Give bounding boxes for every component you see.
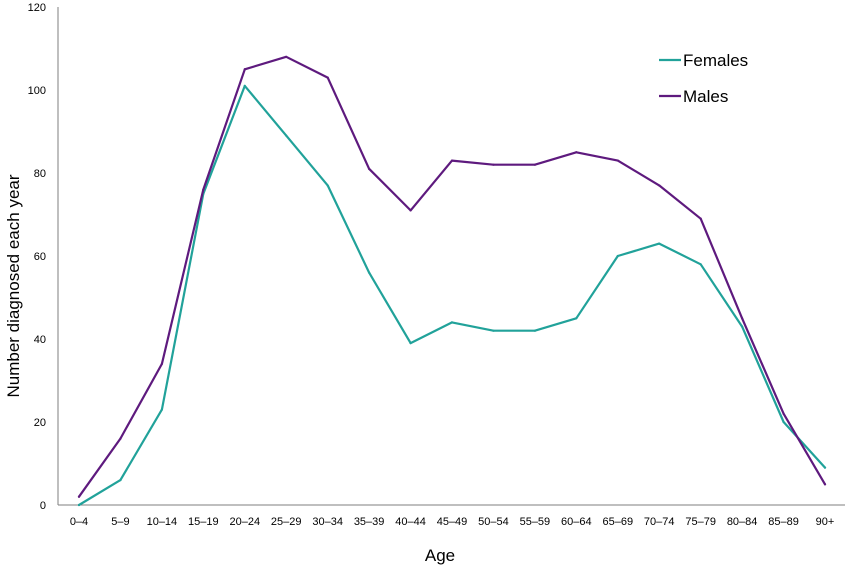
data-point-males	[823, 483, 827, 486]
data-point-males	[160, 362, 163, 365]
data-point-females	[285, 134, 288, 137]
y-tick-label: 100	[28, 85, 46, 97]
x-tick-label: 35–39	[354, 516, 385, 528]
data-point-females	[409, 342, 412, 345]
data-point-females	[77, 503, 81, 507]
data-point-males	[533, 163, 536, 166]
x-tick-label: 70–74	[644, 516, 675, 528]
legend: Females Males	[659, 51, 748, 106]
data-point-males	[616, 159, 619, 162]
data-point-females	[326, 184, 329, 187]
x-tick-label: 5–9	[111, 516, 129, 528]
data-point-males	[119, 437, 122, 440]
data-point-females	[533, 329, 536, 332]
x-tick-label: 40–44	[395, 516, 426, 528]
data-point-males	[741, 317, 744, 320]
data-point-females	[823, 466, 827, 469]
data-point-females	[368, 271, 371, 274]
x-tick-label: 45–49	[437, 516, 468, 528]
series-line-females	[77, 84, 827, 507]
x-tick-label: 10–14	[147, 516, 178, 528]
data-point-males	[368, 167, 371, 170]
data-point-females	[243, 84, 246, 87]
data-point-males	[409, 209, 412, 212]
x-axis: 0–4 5–9 10–14 15–19 20–24 25–29 30–34 35–39 40–4…	[58, 504, 845, 528]
data-point-males	[658, 184, 661, 187]
y-tick-label: 40	[34, 334, 46, 346]
data-point-males	[492, 163, 495, 166]
legend-label-males: Males	[683, 87, 728, 106]
series-lines	[77, 55, 827, 507]
data-point-males	[782, 412, 785, 415]
x-tick-label: 50–54	[478, 516, 509, 528]
data-point-males	[450, 159, 454, 162]
data-point-females	[658, 242, 661, 245]
x-axis-title: Age	[425, 546, 455, 565]
y-axis-title: Number diagnosed each year	[4, 174, 23, 397]
x-tick-label: 0–4	[70, 516, 88, 528]
y-axis: 0 20 40 60 80 100 120	[28, 2, 59, 512]
y-tick-label: 80	[34, 168, 46, 180]
x-tick-label: 15–19	[188, 516, 219, 528]
y-tick-label: 60	[34, 251, 46, 263]
x-tick-label: 20–24	[229, 516, 260, 528]
data-point-females	[699, 263, 702, 266]
x-tick-label: 60–64	[561, 516, 592, 528]
x-tick-label: 90+	[816, 516, 835, 528]
x-tick-label: 65–69	[602, 516, 633, 528]
data-point-females	[616, 254, 619, 258]
data-point-females	[575, 317, 578, 320]
data-point-males	[77, 495, 81, 498]
y-tick-label: 0	[40, 500, 46, 512]
legend-label-females: Females	[683, 51, 748, 70]
data-point-males	[202, 188, 205, 191]
data-point-males	[243, 68, 246, 71]
x-tick-label: 30–34	[312, 516, 343, 528]
data-point-females	[450, 321, 454, 324]
y-tick-label: 120	[28, 2, 46, 14]
x-tick-label: 85–89	[768, 516, 799, 528]
data-point-females	[782, 420, 785, 424]
y-tick-label: 20	[34, 417, 46, 429]
data-point-females	[119, 479, 122, 482]
data-point-males	[326, 76, 329, 79]
data-point-males	[575, 151, 578, 154]
data-point-females	[741, 325, 744, 328]
data-point-males	[699, 217, 702, 220]
data-point-females	[492, 329, 495, 332]
series-line-males	[77, 55, 827, 498]
x-tick-label: 80–84	[727, 516, 758, 528]
data-point-females	[160, 408, 163, 411]
x-tick-label: 75–79	[685, 516, 716, 528]
data-point-males	[285, 55, 288, 58]
x-tick-label: 25–29	[271, 516, 302, 528]
x-tick-label: 55–59	[520, 516, 551, 528]
